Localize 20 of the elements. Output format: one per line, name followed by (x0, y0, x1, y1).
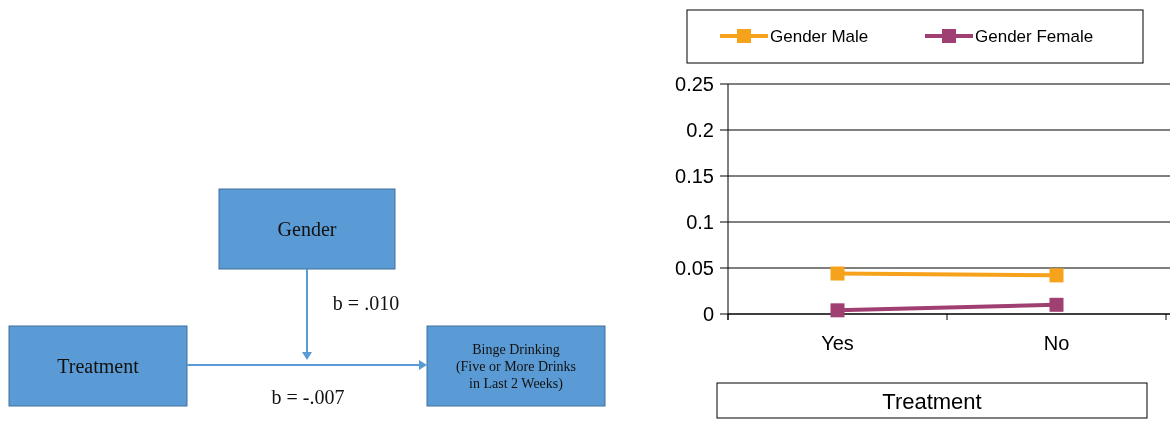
text: Gender (277, 218, 337, 240)
legend-label: Gender Female (975, 26, 1094, 46)
point (1049, 297, 1064, 312)
point (1049, 268, 1064, 283)
text: b = -.007 (271, 386, 345, 408)
text: Binge Drinking (Five or More Drinks in Last 2 Weeks) (455, 341, 577, 392)
x-tick-label: Yes (821, 332, 854, 354)
x-tick-label: No (1043, 332, 1070, 354)
y-tick-label: 0.2 (686, 119, 714, 141)
y-tick-label: 0.05 (675, 257, 714, 279)
legend-label: Gender Male (770, 26, 869, 46)
y-tick-label: 0 (702, 303, 714, 325)
y-tick-label: 0.15 (675, 165, 714, 187)
point (830, 303, 845, 318)
y-tick-label: 0.1 (686, 211, 714, 233)
y-tick-label: 0.25 (675, 73, 714, 95)
x-axis-title: Treatment (882, 388, 982, 414)
point (830, 266, 845, 281)
text: b = .010 (332, 292, 400, 314)
text: Treatment (57, 355, 140, 377)
